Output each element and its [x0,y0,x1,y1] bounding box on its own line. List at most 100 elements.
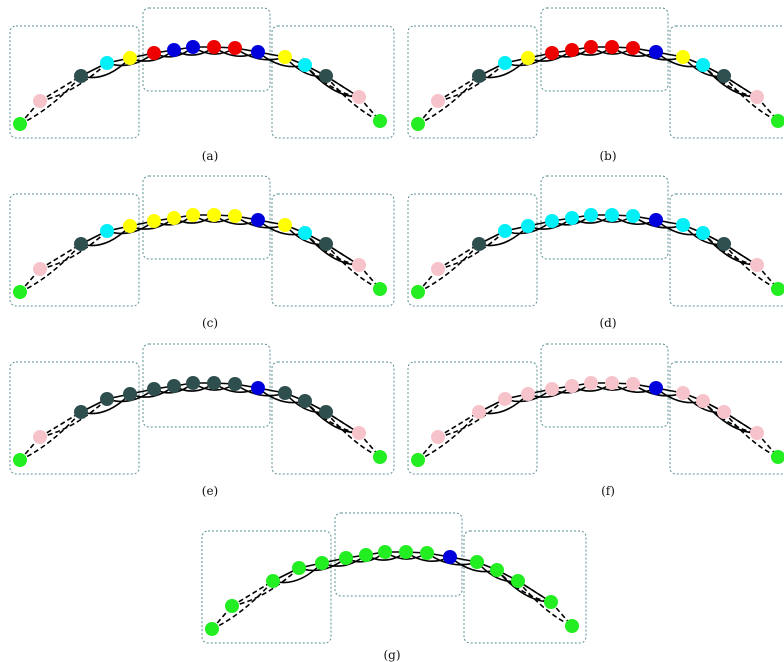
node-dark [319,237,333,251]
node-yellow [147,214,161,228]
node-red [207,40,221,54]
node-dark [472,237,486,251]
diagram-panel [9,343,395,475]
node-dark [207,376,221,390]
node-dark [123,387,137,401]
right-region-box [271,25,395,139]
node-green [373,282,387,296]
node-pink [584,376,598,390]
node-dark [472,69,486,83]
left-region-box [201,530,332,644]
node-pink [717,405,731,419]
node-dark [74,237,88,251]
dashed-edge [437,243,480,270]
node-blue [649,381,663,395]
dashed-edge [19,243,82,293]
node-green [378,545,392,559]
left-region-box [407,25,538,139]
node-pink [545,382,559,396]
dashed-edge [231,567,300,607]
node-cyan [521,219,535,233]
node-yellow [186,208,200,222]
node-red [228,41,242,55]
dashed-edge [19,75,82,125]
diagram-panel [407,343,784,475]
node-pink [472,405,486,419]
node-yellow [676,50,690,64]
node-pink [626,377,640,391]
dashed-edge [39,75,82,102]
node-dark [74,69,88,83]
dashed-edge [417,75,480,125]
node-green [13,117,27,131]
node-green [470,555,484,569]
node-green [225,599,239,613]
node-blue [167,43,181,57]
left-region-box [9,25,140,139]
node-pink [521,387,535,401]
dashed-edge [231,580,274,607]
middle-region-box [540,175,669,260]
node-blue [443,550,457,564]
node-yellow [278,218,292,232]
panel-caption: (e) [202,484,218,498]
node-green [315,556,329,570]
middle-region-box [142,343,271,428]
dashed-edge [417,243,480,293]
node-red [565,43,579,57]
node-green [205,622,219,636]
node-cyan [298,226,312,240]
dashed-edge [39,411,82,438]
node-cyan [100,56,114,70]
node-green [373,114,387,128]
node-yellow [167,211,181,225]
node-cyan [298,58,312,72]
node-green [13,285,27,299]
middle-region-box [142,7,271,92]
node-blue [251,213,265,227]
node-green [420,546,434,560]
panel-caption: (b) [599,149,616,163]
node-blue [251,45,265,59]
node-blue [649,213,663,227]
middle-region-box [142,175,271,260]
dashed-edge [19,411,82,461]
dashed-edge [39,243,82,270]
dashed-edge [437,411,480,438]
right-region-box [463,530,587,644]
node-cyan [696,226,710,240]
node-yellow [278,50,292,64]
node-green [411,117,425,131]
node-dark [717,237,731,251]
node-green [771,450,784,464]
panel-caption: (a) [202,149,219,163]
diagram-panel [201,512,587,644]
panel-caption: (d) [599,316,616,330]
node-dark [319,69,333,83]
node-green [544,595,558,609]
panel-caption: (c) [202,316,218,330]
node-pink [352,426,366,440]
diagram-panel [9,7,395,139]
left-region-box [407,361,538,475]
node-green [373,450,387,464]
node-dark [74,405,88,419]
node-green [411,453,425,467]
node-green [399,545,413,559]
node-green [511,574,525,588]
right-region-box [271,361,395,475]
left-region-box [407,193,538,307]
node-dark [100,392,114,406]
node-cyan [584,208,598,222]
node-cyan [498,224,512,238]
dashed-edge [437,62,506,102]
node-yellow [123,219,137,233]
node-yellow [123,51,137,65]
right-region-box [669,361,784,475]
node-pink [352,258,366,272]
node-pink [750,258,764,272]
right-region-box [271,193,395,307]
node-dark [278,386,292,400]
node-dark [228,377,242,391]
